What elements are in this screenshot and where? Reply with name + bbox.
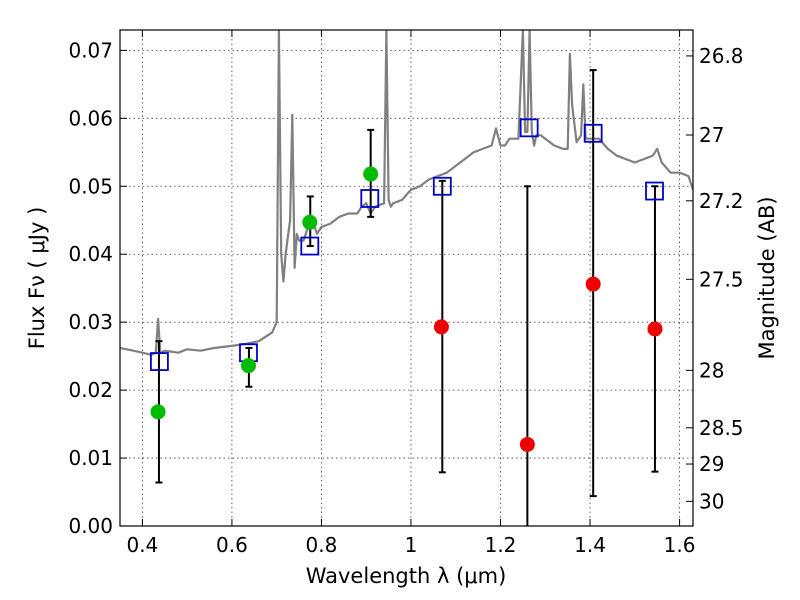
- x-tick-label: 1: [405, 533, 418, 557]
- mag-tick-label: 30: [699, 489, 724, 513]
- x-tick-label: 0.4: [126, 533, 158, 557]
- spectrum-line: [120, 30, 693, 356]
- upper-limit-point: [585, 276, 601, 292]
- x-tick-label: 1.4: [574, 533, 606, 557]
- y-tick-label: 0.05: [68, 174, 113, 198]
- spectrum: [120, 30, 693, 356]
- y-tick-label: 0.03: [68, 310, 113, 334]
- y-tick-label: 0.07: [68, 38, 113, 62]
- x-tick-label: 0.6: [216, 533, 248, 557]
- y-tick-label: 0.04: [68, 242, 113, 266]
- mag-tick-label: 28.5: [699, 416, 744, 440]
- model-point: [519, 118, 539, 138]
- axis-ticks: 0.4 0.6 0.8 1 1.2 1.4 1.6 0.00 0.01 0.02 0.03 0.04 0…: [68, 30, 744, 557]
- mag-tick-label: 29: [699, 452, 724, 476]
- upper-limit-point: [647, 321, 663, 337]
- upper-limit-point: [433, 319, 449, 335]
- plot-area: [120, 30, 693, 526]
- axis-labels: Wavelength λ (μm) Flux Fν ( μJy ) Magnit…: [25, 196, 779, 588]
- y-axis-label: Flux Fν ( μJy ): [25, 207, 49, 350]
- model-point: [360, 189, 380, 208]
- x-tick-label: 0.8: [306, 533, 338, 557]
- grid: [120, 30, 693, 527]
- y-tick-label: 0.00: [68, 514, 113, 538]
- y-tick-label: 0.02: [68, 378, 113, 402]
- mag-tick-label: 27: [699, 123, 724, 147]
- x-tick-label: 1.2: [485, 533, 517, 557]
- model-point: [583, 123, 603, 143]
- model-point: [300, 236, 320, 256]
- x-axis-label: Wavelength λ (μm): [306, 564, 507, 588]
- y-tick-label: 0.01: [68, 446, 113, 470]
- x-tick-label: 1.6: [664, 533, 696, 557]
- detection-point: [150, 404, 166, 420]
- mag-tick-label: 28: [699, 358, 724, 382]
- plot-frame: [119, 29, 694, 527]
- y2-axis-label: Magnitude (AB): [755, 196, 779, 359]
- y-tick-label: 0.06: [68, 106, 113, 130]
- detection-point: [240, 358, 256, 374]
- detection-point: [363, 166, 379, 182]
- upper-limit-point: [519, 436, 535, 452]
- model-point: [149, 352, 169, 371]
- mag-tick-label: 26.8: [699, 44, 744, 68]
- detection-point: [302, 214, 318, 230]
- mag-tick-label: 27.5: [699, 267, 744, 291]
- data-points: [149, 118, 664, 452]
- model-point: [432, 176, 452, 196]
- model-point: [645, 181, 664, 201]
- mag-tick-label: 27.2: [699, 189, 744, 213]
